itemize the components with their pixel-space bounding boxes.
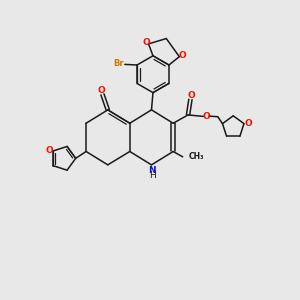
Text: O: O [98,86,106,95]
Text: O: O [202,112,210,121]
Text: Br: Br [114,59,124,68]
Text: O: O [46,146,53,155]
Text: O: O [244,119,252,128]
Text: O: O [187,91,195,100]
Text: O: O [178,51,186,60]
Text: O: O [142,38,150,47]
Text: CH₃: CH₃ [189,152,204,161]
Text: H: H [149,171,155,180]
Text: N: N [148,166,156,175]
